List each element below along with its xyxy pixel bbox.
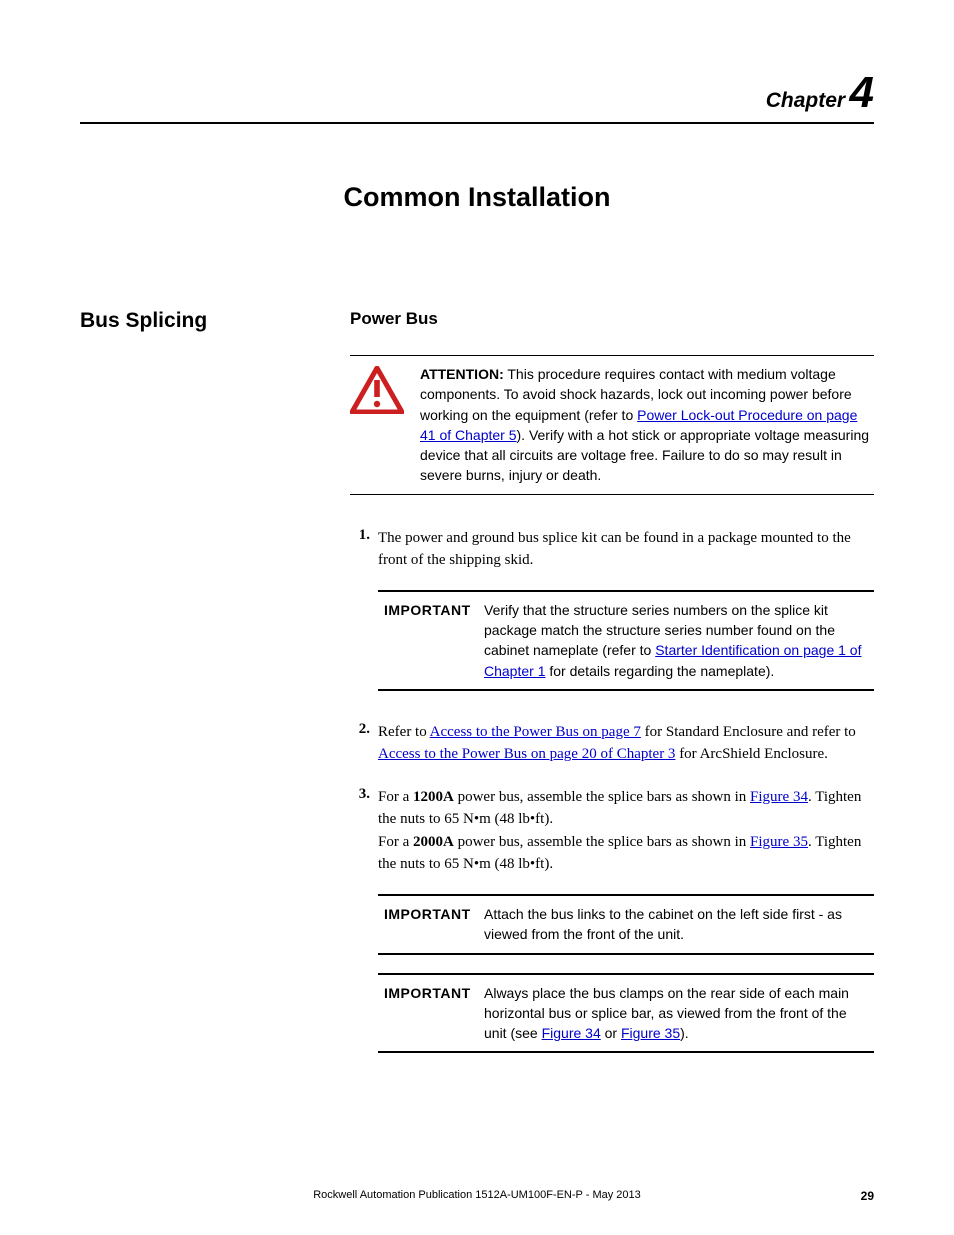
step2-link2[interactable]: Access to the Power Bus on page 20 of Ch… (378, 746, 675, 762)
imp3-t2: or (601, 1025, 621, 1041)
step3-b1: 1200A (413, 789, 454, 805)
important-row: IMPORTANT Attach the bus links to the ca… (378, 896, 874, 953)
step3-t1: For a (378, 789, 413, 805)
attention-label: ATTENTION: (420, 366, 504, 382)
chapter-header: Chapter 4 (80, 68, 874, 118)
imp3-t3: ). (680, 1025, 689, 1041)
list-item: 3. For a 1200A power bus, assemble the s… (350, 786, 874, 1063)
step3-b2: 2000A (413, 834, 454, 850)
chapter-label: Chapter (766, 89, 845, 112)
numbered-list: 1. The power and ground bus splice kit c… (350, 527, 874, 1064)
important-text: Always place the bus clamps on the rear … (484, 983, 868, 1044)
header-divider (80, 122, 874, 124)
important-text: Verify that the structure series numbers… (484, 600, 868, 681)
important-label: IMPORTANT (384, 600, 484, 681)
step-number: 2. (350, 721, 378, 766)
step-body: The power and ground bus splice kit can … (378, 527, 874, 701)
important-row: IMPORTANT Always place the bus clamps on… (378, 975, 874, 1052)
imp3-link2[interactable]: Figure 35 (621, 1025, 680, 1041)
important-box: IMPORTANT Attach the bus links to the ca… (378, 894, 874, 955)
important-label: IMPORTANT (384, 983, 484, 1044)
step2-t3: for ArcShield Enclosure. (675, 746, 827, 762)
page-title: Common Installation (80, 182, 874, 213)
important-text: Attach the bus links to the cabinet on t… (484, 904, 868, 945)
step3-link1[interactable]: Figure 34 (750, 789, 808, 805)
main-column: Power Bus ATTENTION: This procedure requ… (350, 309, 874, 1083)
list-item: 2. Refer to Access to the Power Bus on p… (350, 721, 874, 766)
step2-t2: for Standard Enclosure and refer to (641, 724, 856, 740)
step-number: 1. (350, 527, 378, 701)
chapter-number: 4 (850, 68, 874, 118)
step-body: Refer to Access to the Power Bus on page… (378, 721, 874, 766)
important-box: IMPORTANT Verify that the structure seri… (378, 590, 874, 691)
subsection-heading: Power Bus (350, 309, 874, 329)
important-t2: for details regarding the nameplate). (545, 663, 774, 679)
important-box: IMPORTANT Always place the bus clamps on… (378, 973, 874, 1054)
page-footer: Rockwell Automation Publication 1512A-UM… (80, 1189, 874, 1203)
imp3-link1[interactable]: Figure 34 (542, 1025, 601, 1041)
step3-t4: For a (378, 834, 413, 850)
footer-publication: Rockwell Automation Publication 1512A-UM… (313, 1189, 641, 1201)
warning-icon (350, 366, 404, 419)
important-label: IMPORTANT (384, 904, 484, 945)
important-row: IMPORTANT Verify that the structure seri… (378, 592, 874, 689)
list-item: 1. The power and ground bus splice kit c… (350, 527, 874, 701)
step3-link2[interactable]: Figure 35 (750, 834, 808, 850)
step-body: For a 1200A power bus, assemble the spli… (378, 786, 874, 1063)
footer-page-number: 29 (861, 1189, 874, 1203)
step-number: 3. (350, 786, 378, 1063)
step2-t1: Refer to (378, 724, 430, 740)
step2-link1[interactable]: Access to the Power Bus on page 7 (430, 724, 641, 740)
step3-t2: power bus, assemble the splice bars as s… (454, 789, 750, 805)
content-row: Bus Splicing Power Bus ATTENTION: This p… (80, 309, 874, 1083)
step-text: The power and ground bus splice kit can … (378, 530, 851, 569)
attention-box: ATTENTION: This procedure requires conta… (350, 355, 874, 495)
section-heading: Bus Splicing (80, 309, 350, 333)
step3-t5: power bus, assemble the splice bars as s… (454, 834, 750, 850)
attention-text: ATTENTION: This procedure requires conta… (420, 364, 874, 486)
